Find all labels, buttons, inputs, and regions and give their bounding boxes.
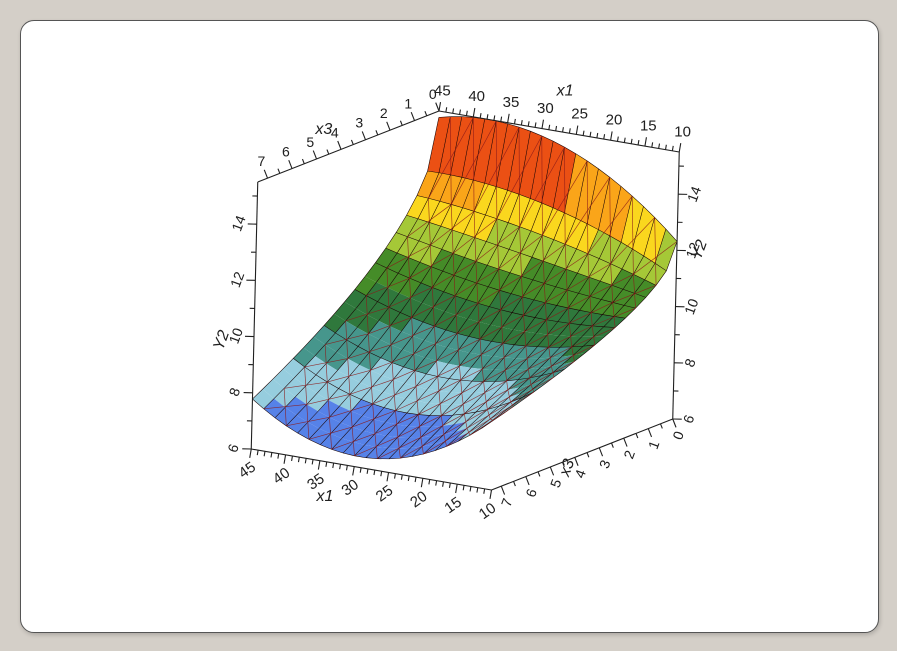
svg-text:x3: x3 <box>314 121 332 138</box>
svg-text:15: 15 <box>640 117 657 134</box>
svg-text:1: 1 <box>404 95 412 111</box>
svg-text:5: 5 <box>306 134 314 150</box>
svg-text:20: 20 <box>606 112 623 129</box>
svg-text:14: 14 <box>228 213 248 233</box>
svg-text:7: 7 <box>257 153 265 169</box>
svg-text:40: 40 <box>468 88 485 105</box>
svg-text:35: 35 <box>503 94 520 111</box>
svg-text:2: 2 <box>620 448 638 461</box>
svg-text:3: 3 <box>596 458 614 471</box>
svg-text:30: 30 <box>537 100 554 117</box>
svg-text:10: 10 <box>476 500 499 523</box>
svg-text:8: 8 <box>226 385 244 398</box>
svg-text:30: 30 <box>338 476 361 499</box>
svg-text:25: 25 <box>373 482 396 505</box>
svg-text:40: 40 <box>270 464 293 487</box>
svg-text:10: 10 <box>674 123 691 140</box>
svg-text:6: 6 <box>282 143 290 159</box>
svg-text:3: 3 <box>355 115 363 131</box>
svg-text:25: 25 <box>571 106 588 123</box>
svg-text:x1: x1 <box>315 488 333 505</box>
svg-text:Y2: Y2 <box>688 238 711 262</box>
svg-text:6: 6 <box>522 486 540 499</box>
svg-text:7: 7 <box>498 496 516 509</box>
svg-text:6: 6 <box>680 412 698 425</box>
svg-text:12: 12 <box>227 269 247 289</box>
svg-text:2: 2 <box>380 105 388 121</box>
svg-text:8: 8 <box>681 356 699 369</box>
svg-text:20: 20 <box>407 488 430 511</box>
svg-text:6: 6 <box>224 442 242 455</box>
svg-text:10: 10 <box>681 296 701 316</box>
svg-text:0: 0 <box>429 86 437 102</box>
svg-text:0: 0 <box>669 429 687 442</box>
svg-text:15: 15 <box>441 494 464 517</box>
svg-text:14: 14 <box>684 184 704 204</box>
svg-text:x1: x1 <box>556 82 574 99</box>
svg-text:45: 45 <box>236 459 259 482</box>
svg-text:1: 1 <box>645 438 663 451</box>
svg-text:5: 5 <box>547 477 565 490</box>
